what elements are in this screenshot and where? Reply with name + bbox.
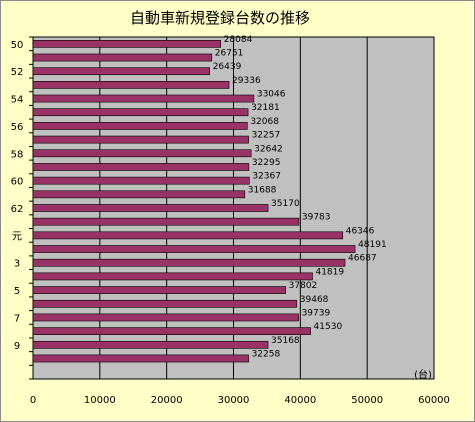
x-tick-label: 40000	[284, 395, 316, 406]
bar	[32, 245, 356, 253]
data-label: 26439	[213, 62, 242, 72]
data-label: 37802	[289, 281, 318, 291]
bar	[32, 39, 221, 48]
x-tick-label: 30000	[218, 395, 250, 406]
bar	[32, 272, 313, 281]
data-label: 32258	[252, 349, 281, 359]
x-tick-label: 10000	[84, 395, 116, 406]
x-tick-label: 0	[30, 395, 36, 406]
data-label: 39783	[302, 213, 331, 223]
data-label: 46346	[346, 226, 375, 236]
data-label: 32257	[252, 131, 281, 141]
data-label: 32181	[251, 103, 280, 113]
data-label: 35168	[271, 336, 300, 346]
x-tick-label: 60000	[418, 395, 450, 406]
data-label: 31688	[248, 185, 277, 195]
bar	[32, 190, 246, 199]
chart-title: 自動車新規登録台数の推移	[129, 9, 310, 27]
bar	[32, 204, 269, 212]
data-label: 39739	[302, 308, 331, 318]
value-labels-group: 28084 26751 26439 29336 33046 32181 32068 32257…	[213, 35, 387, 360]
data-label: 32367	[252, 172, 281, 182]
y-tick-label: 62	[11, 204, 24, 215]
data-label: 32295	[252, 158, 281, 168]
y-tick-label: 元	[12, 231, 22, 242]
y-tick-label: 7	[14, 313, 20, 324]
bar	[32, 313, 299, 322]
bar	[32, 258, 346, 267]
bar	[32, 135, 249, 144]
data-label: 29336	[232, 76, 261, 86]
data-label: 48191	[358, 240, 387, 250]
y-tick-label: 58	[11, 149, 24, 160]
category-labels-group: 50 52 54 56 58 60 62 元 3 5 7 9	[11, 40, 24, 352]
unit-label: (台)	[414, 368, 432, 381]
x-tick-label: 50000	[351, 395, 383, 406]
y-tick-label: 5	[14, 286, 20, 297]
bars-group	[32, 39, 356, 363]
y-tick-label: 50	[11, 40, 24, 51]
y-tick-label: 9	[14, 341, 20, 352]
data-label: 41819	[315, 267, 344, 277]
bar	[32, 299, 298, 308]
bar	[32, 327, 311, 335]
data-label: 46687	[348, 254, 377, 264]
bar	[32, 286, 286, 294]
y-tick-label: 54	[11, 95, 24, 106]
x-tick-labels-group: 0 10000 20000 30000 40000 50000 60000	[30, 395, 450, 406]
bar	[32, 81, 230, 89]
bar	[32, 354, 249, 363]
bar	[32, 163, 250, 171]
bar	[32, 53, 213, 62]
data-label: 28084	[224, 35, 253, 45]
y-tick-label: 3	[14, 259, 20, 270]
bar	[32, 340, 269, 349]
x-tick-label: 20000	[151, 395, 183, 406]
data-label: 32068	[250, 117, 279, 127]
bar	[32, 149, 252, 158]
data-label: 33046	[257, 90, 286, 100]
data-label: 41530	[314, 322, 343, 332]
y-tick-label: 52	[11, 67, 24, 78]
bar	[32, 108, 249, 117]
bar	[32, 122, 248, 130]
data-label: 35170	[271, 199, 300, 209]
bar	[32, 67, 211, 76]
bar	[32, 217, 300, 226]
bar	[32, 176, 250, 185]
data-label: 26751	[215, 49, 244, 59]
y-tick-label: 60	[11, 177, 24, 188]
y-tick-label: 56	[11, 122, 24, 133]
bar	[32, 231, 344, 240]
data-label: 39468	[300, 295, 329, 305]
data-label: 32642	[254, 144, 283, 154]
bar	[32, 94, 255, 103]
